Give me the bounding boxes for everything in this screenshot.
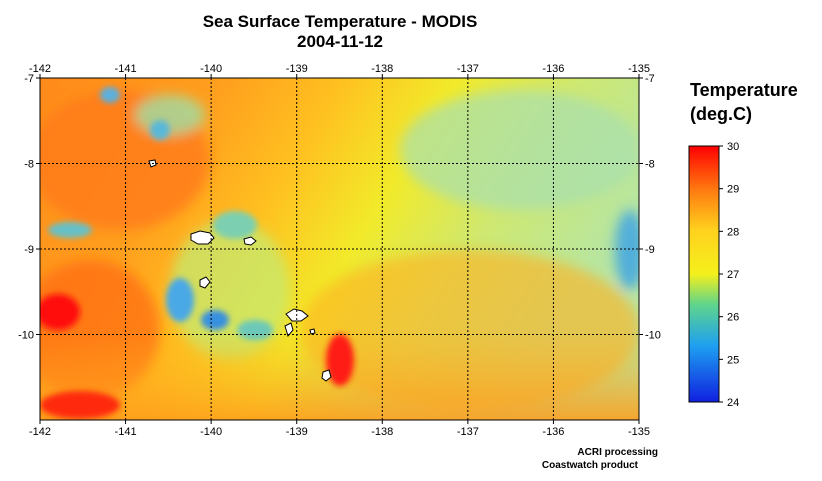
island-8 [309,328,316,335]
color-bar-tick-label: 26 [727,312,739,324]
x-tick-label-top: -142 [29,63,51,75]
map-date: 2004-11-12 [296,32,384,51]
map-title: Sea Surface Temperature - MODIS [202,12,478,31]
y-tick-label-right: -10 [645,330,661,342]
color-bar-tick-label: 29 [727,184,739,196]
x-tick-label-top: -138 [371,63,393,75]
y-tick-label-left: -10 [18,330,34,342]
x-tick-label-bottom: -138 [371,426,393,438]
x-tick-label-bottom: -135 [628,426,650,438]
color-bar-tick-label: 27 [727,269,739,281]
x-tick-label-bottom: -137 [457,426,479,438]
y-tick-label-left: -8 [24,159,34,171]
x-tick-label-bottom: -142 [29,426,51,438]
color-bar-ticks: 30 29 28 27 26 25 24 [719,141,739,409]
islands [148,159,332,382]
island-3 [199,276,211,289]
x-tick-label-bottom: -136 [542,426,564,438]
island-6 [321,369,332,382]
x-tick-label-top: -140 [200,63,222,75]
y-tick-label-right: -8 [645,159,655,171]
y-tick-label-right: -7 [645,73,655,85]
y-tick-label-right: -9 [645,244,655,256]
graticule [40,78,639,420]
island-2 [243,236,257,246]
color-bar [688,145,720,403]
axis-ticks: -142 -142 -141 -141 -140 -140 -139 -139 -138 -138… [18,63,661,438]
island-1 [190,230,215,245]
x-tick-label-bottom: -139 [286,426,308,438]
x-tick-label-top: -136 [542,63,564,75]
color-bar-tick-label: 30 [727,141,739,153]
island-5 [284,322,294,338]
x-tick-label-top: -139 [286,63,308,75]
y-tick-label-left: -9 [24,244,34,256]
x-tick-label-bottom: -140 [200,426,222,438]
x-tick-label-top: -141 [115,63,137,75]
legend-title: Temperature [690,80,798,100]
processing-credit: ACRI processing [577,447,658,458]
y-tick-label-left: -7 [24,73,34,85]
x-tick-label-top: -135 [628,63,650,75]
x-tick-label-top: -137 [457,63,479,75]
product-credit: Coastwatch product [541,460,638,471]
color-bar-tick-label: 24 [727,397,739,409]
x-tick-label-bottom: -141 [115,426,137,438]
legend-units: (deg.C) [690,104,752,124]
color-bar-tick-label: 28 [727,226,739,238]
color-bar-tick-label: 25 [727,354,739,366]
sst-field [40,78,639,420]
